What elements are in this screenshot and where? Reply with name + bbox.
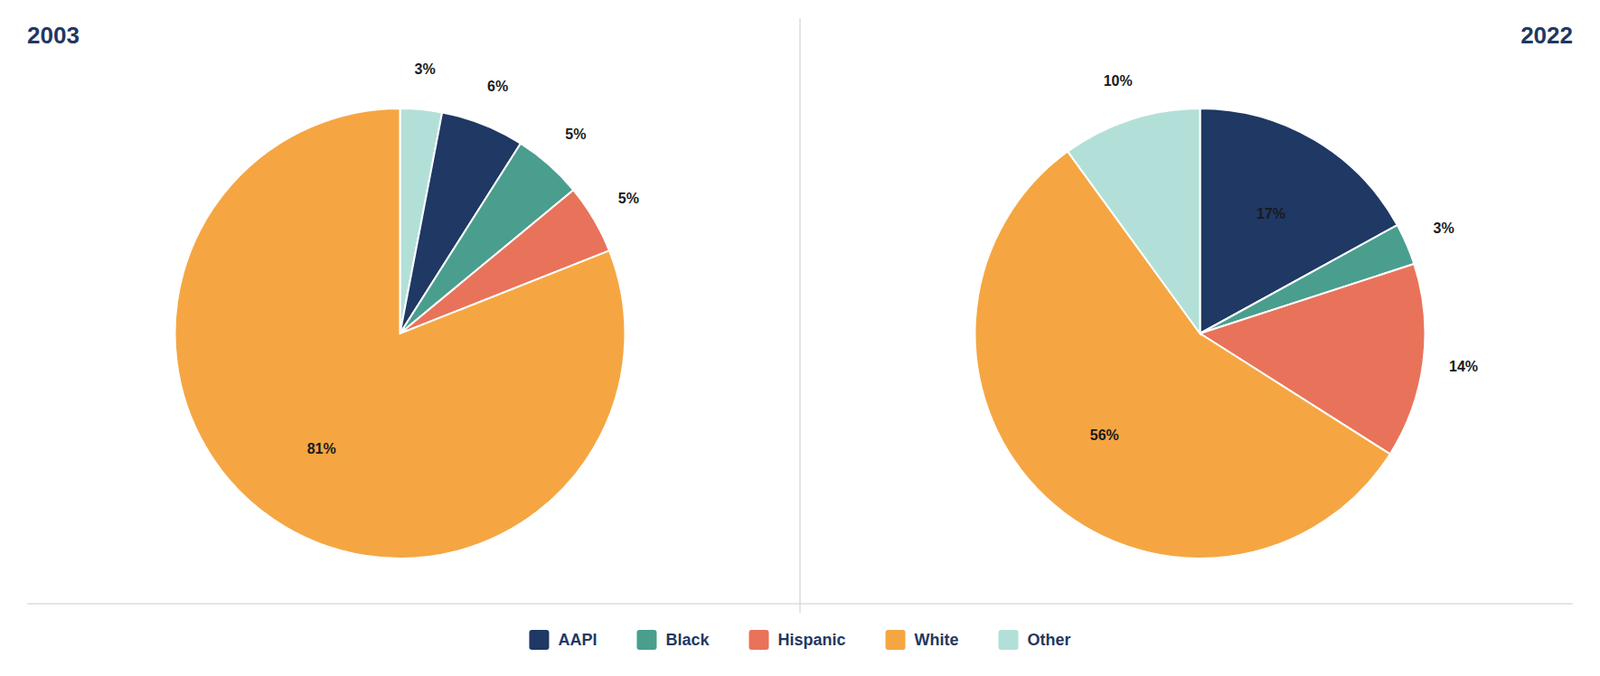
chart-title: 2022 [1520, 21, 1573, 49]
data-label: 14% [1449, 358, 1478, 375]
legend-swatch [636, 630, 657, 650]
legend-label: Other [1027, 630, 1072, 650]
data-label: 5% [564, 126, 586, 142]
legend-label: AAPI [557, 630, 597, 650]
divider [800, 18, 801, 613]
chart-svg: 2003Other3%AAPI6%Black5%Hispanic5%White8… [0, 0, 1600, 676]
chart-title: 2003 [27, 21, 80, 49]
legend-swatch [528, 630, 549, 650]
chart-root: 2003Other3%AAPI6%Black5%Hispanic5%White8… [0, 0, 1600, 676]
legend-swatch [998, 630, 1019, 650]
data-label: 17% [1256, 206, 1286, 222]
pie-slice: White [175, 108, 626, 559]
legend-swatch [749, 630, 770, 650]
legend-item: White [885, 630, 960, 650]
data-label: 5% [618, 190, 640, 207]
data-label: 10% [1103, 73, 1133, 89]
legend-rule [27, 603, 1573, 605]
legend-label: Hispanic [778, 630, 847, 650]
data-label: 3% [414, 61, 436, 77]
data-label: 56% [1090, 427, 1120, 443]
legend-label: Black [665, 630, 710, 650]
legend-swatch [885, 630, 906, 650]
data-label: 81% [307, 441, 337, 457]
pie-slice: Other [1067, 108, 1200, 334]
data-label: 6% [487, 78, 509, 95]
legend: AAPI Black Hispanic White Other [528, 630, 1071, 650]
pie: 2022AAPI17%Black3%Hispanic14%White56%Oth… [974, 21, 1573, 559]
legend-item: Black [636, 630, 710, 650]
legend-label: White [914, 630, 960, 650]
legend-item: AAPI [528, 630, 597, 650]
legend-item: Hispanic [749, 630, 847, 650]
data-label: 3% [1433, 220, 1455, 236]
pie: 2003Other3%AAPI6%Black5%Hispanic5%White8… [27, 21, 640, 559]
legend-item: Other [998, 630, 1072, 650]
